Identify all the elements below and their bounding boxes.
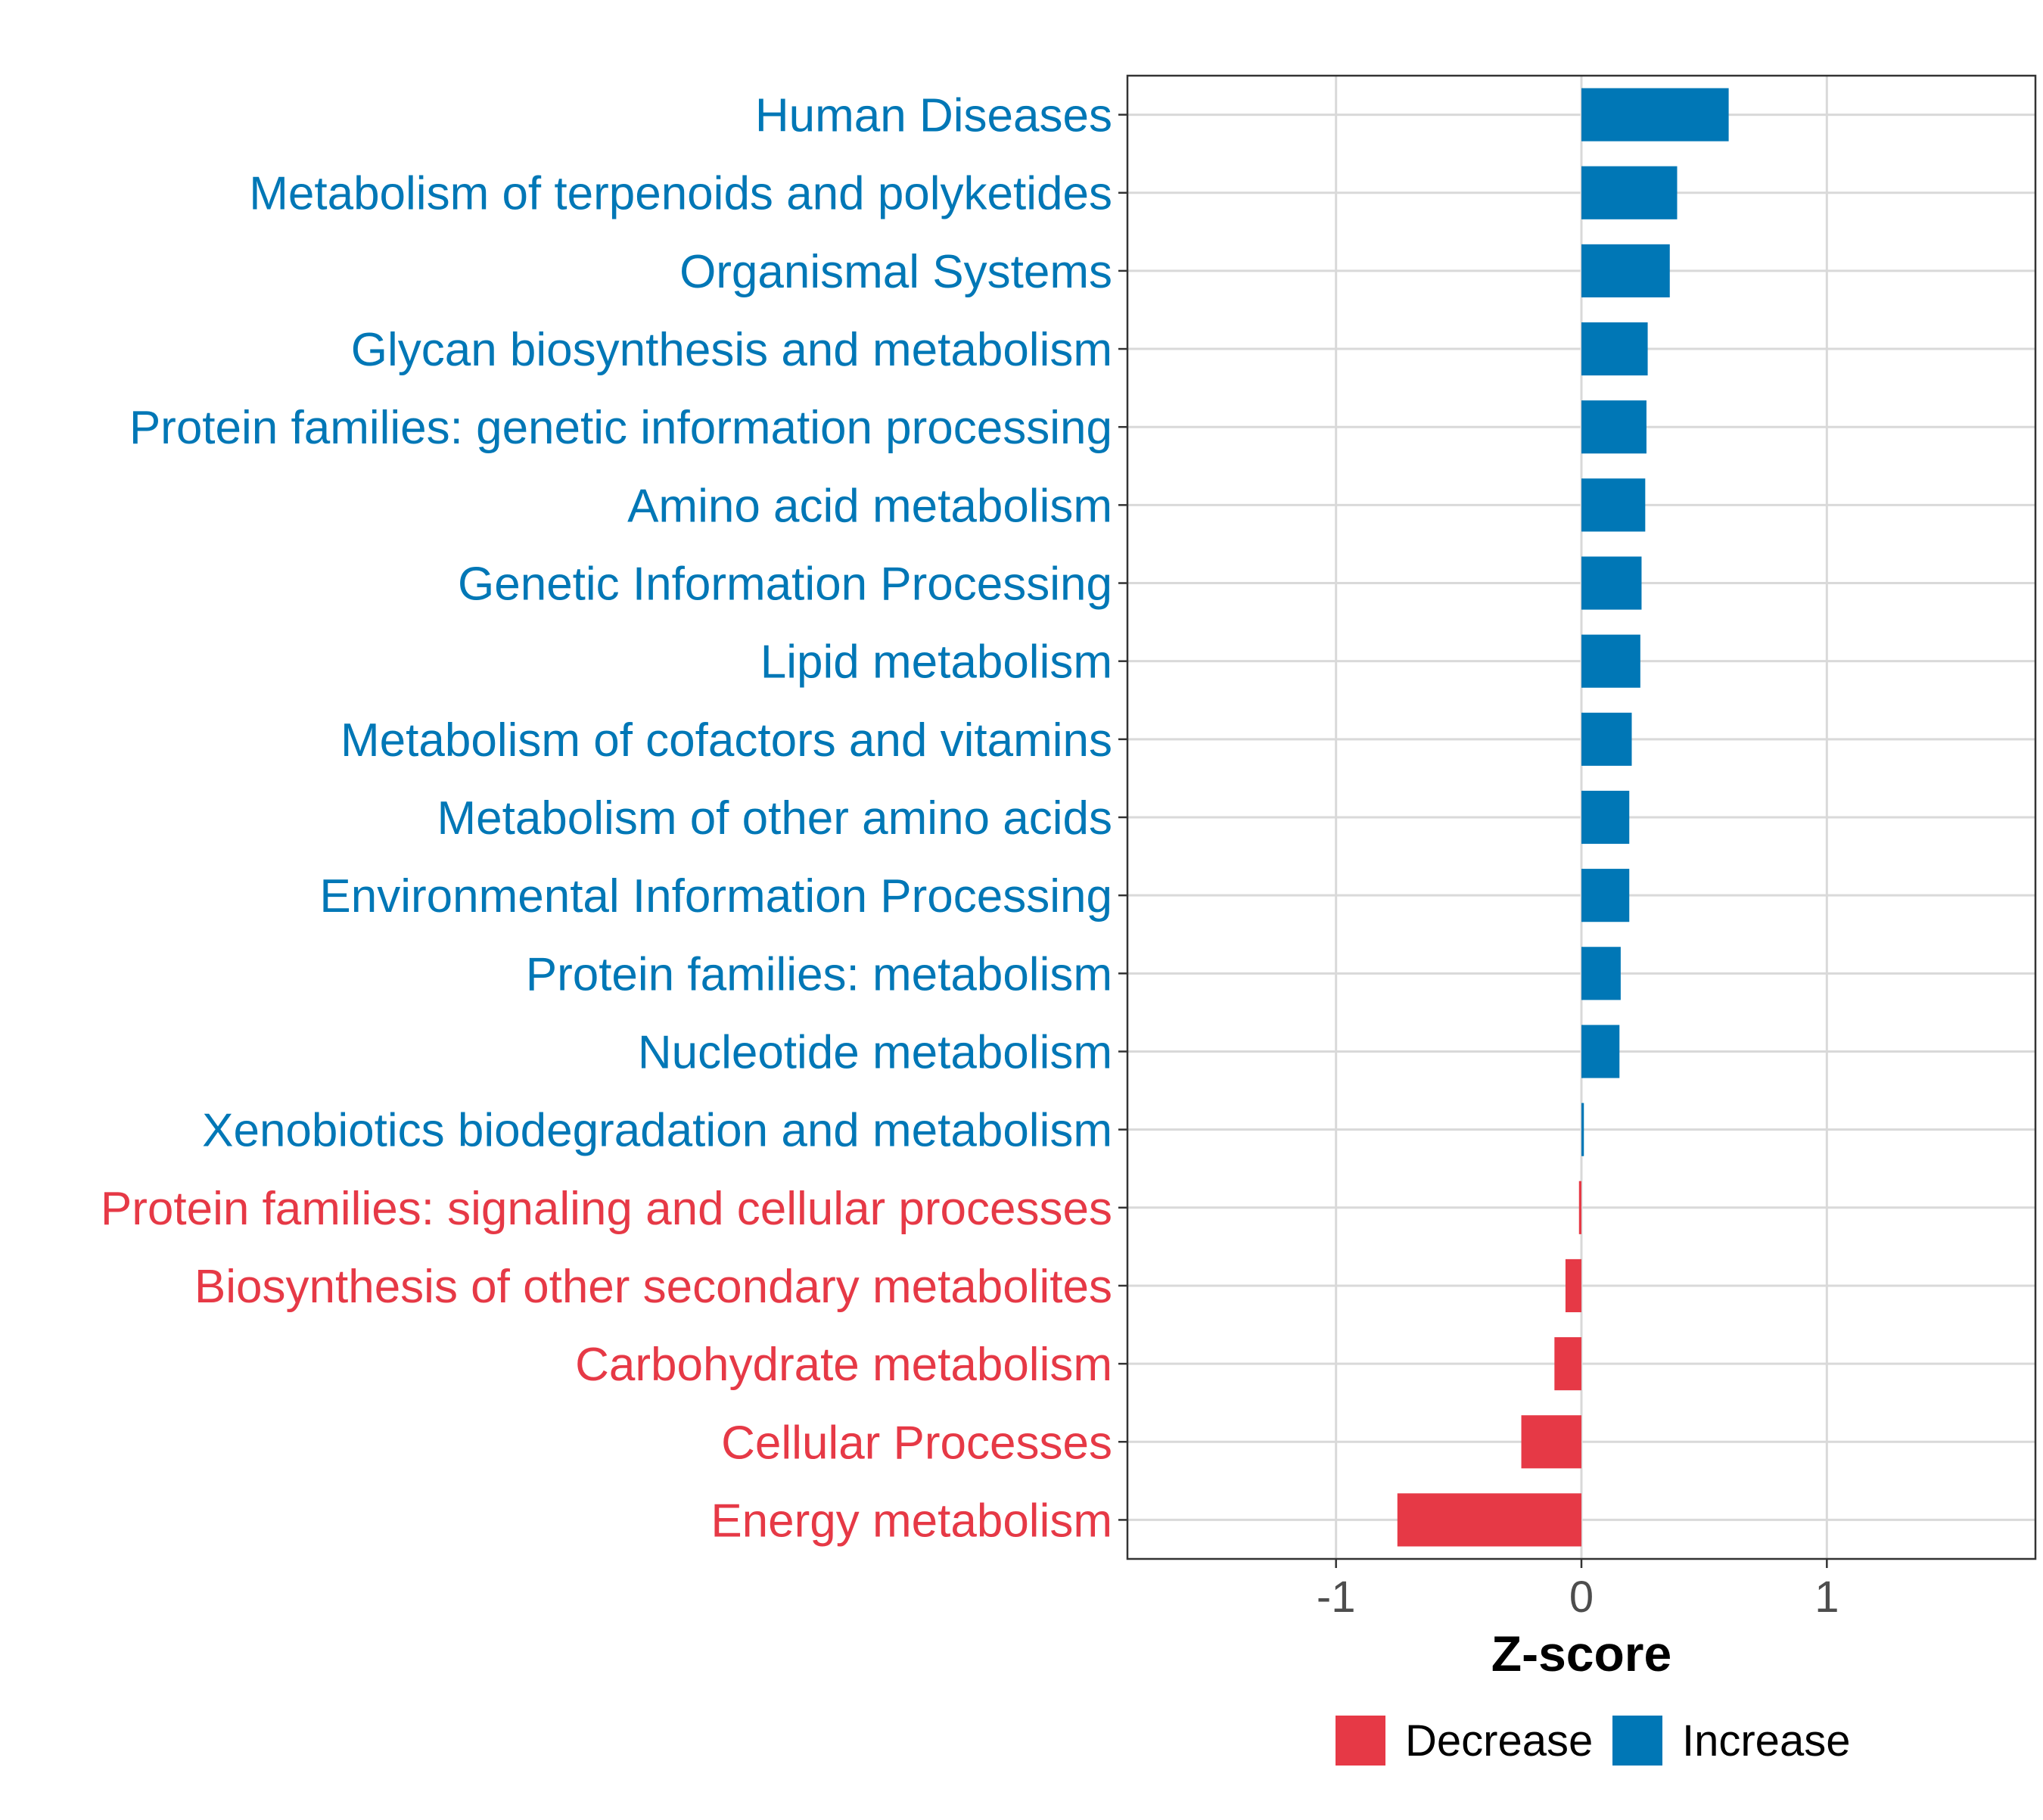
bar bbox=[1398, 1493, 1581, 1546]
z-score-bar-chart: Human Diseases Metabolism of terpenoids a… bbox=[0, 0, 2043, 1816]
legend-swatch bbox=[1336, 1716, 1385, 1766]
bar bbox=[1581, 1103, 1584, 1156]
category-label: Human Diseases bbox=[755, 90, 1112, 142]
legend-label: Decrease bbox=[1405, 1716, 1593, 1766]
chart-container: Human Diseases Metabolism of terpenoids a… bbox=[0, 0, 2043, 1816]
bar bbox=[1581, 400, 1647, 453]
x-tick-label: -1 bbox=[1317, 1573, 1356, 1622]
bar bbox=[1581, 947, 1621, 1000]
category-label: Environmental Information Processing bbox=[319, 870, 1112, 922]
legend-swatch bbox=[1612, 1716, 1662, 1766]
x-tick-label: 1 bbox=[1814, 1573, 1839, 1622]
bar bbox=[1581, 869, 1629, 922]
bar bbox=[1581, 713, 1631, 766]
bar bbox=[1581, 89, 1729, 142]
category-label: Metabolism of cofactors and vitamins bbox=[340, 714, 1112, 767]
bar bbox=[1581, 166, 1677, 219]
bar bbox=[1522, 1415, 1581, 1468]
category-label: Nucleotide metabolism bbox=[638, 1026, 1112, 1078]
category-label: Protein families: genetic information pr… bbox=[129, 402, 1112, 454]
bar bbox=[1581, 556, 1641, 609]
x-tick-label: 0 bbox=[1569, 1573, 1594, 1622]
bar bbox=[1554, 1337, 1581, 1390]
legend-label: Increase bbox=[1682, 1716, 1850, 1766]
bar bbox=[1581, 322, 1648, 375]
category-label: Carbohydrate metabolism bbox=[575, 1339, 1112, 1391]
category-label: Protein families: signaling and cellular… bbox=[101, 1183, 1112, 1235]
category-label: Genetic Information Processing bbox=[458, 558, 1112, 611]
category-label: Metabolism of other amino acids bbox=[437, 792, 1112, 845]
category-label: Glycan biosynthesis and metabolism bbox=[351, 324, 1112, 376]
bar bbox=[1581, 244, 1670, 297]
x-axis-title: Z-score bbox=[1491, 1626, 1671, 1682]
bar bbox=[1579, 1181, 1581, 1234]
bar bbox=[1581, 635, 1640, 688]
category-label: Amino acid metabolism bbox=[627, 480, 1112, 532]
category-label: Metabolism of terpenoids and polyketides bbox=[249, 168, 1112, 220]
bar bbox=[1581, 478, 1645, 531]
bar bbox=[1581, 791, 1629, 844]
category-label: Cellular Processes bbox=[721, 1417, 1112, 1469]
category-label: Biosynthesis of other secondary metaboli… bbox=[194, 1261, 1112, 1313]
category-label: Xenobiotics biodegradation and metabolis… bbox=[202, 1105, 1112, 1157]
category-label: Energy metabolism bbox=[711, 1495, 1112, 1547]
bar bbox=[1566, 1259, 1581, 1312]
category-label: Lipid metabolism bbox=[760, 636, 1112, 689]
category-label: Protein families: metabolism bbox=[526, 948, 1112, 1000]
category-label: Organismal Systems bbox=[679, 246, 1112, 298]
bar bbox=[1581, 1025, 1619, 1078]
